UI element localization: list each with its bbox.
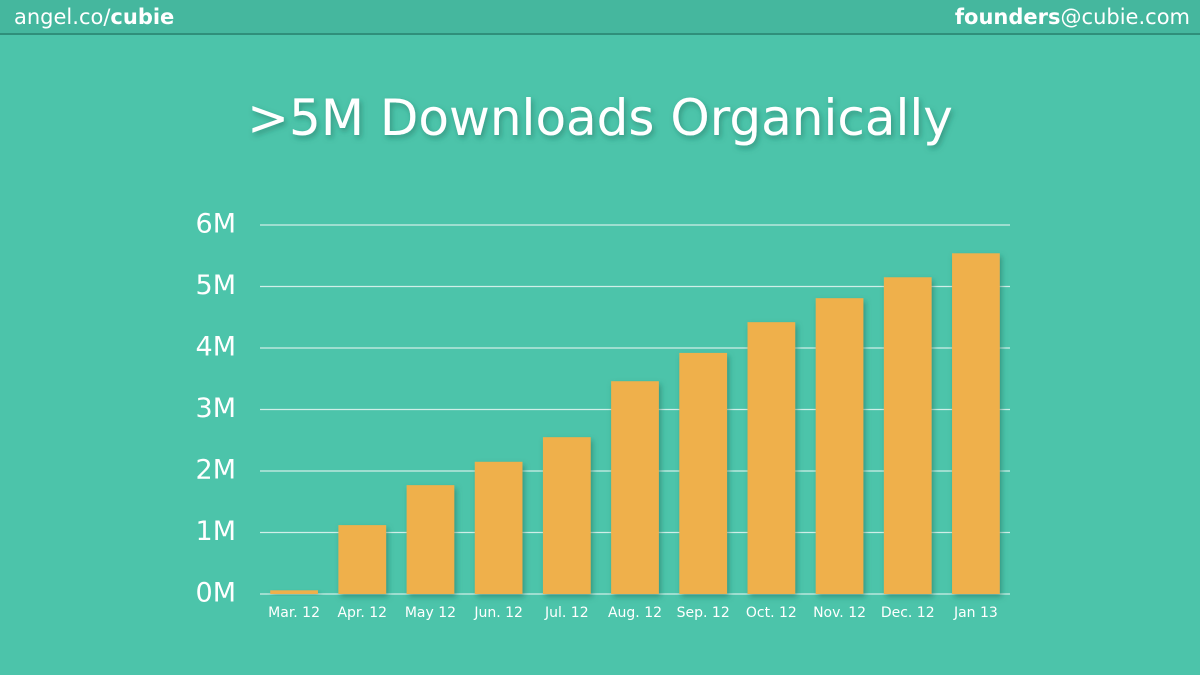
x-tick-label: Apr. 12 [337,605,387,621]
y-tick-label: 6M [196,209,236,240]
y-tick-label: 0M [196,578,236,609]
header-left-bold: cubie [110,5,174,29]
x-tick-label: Aug. 12 [608,605,662,621]
bar [338,525,387,594]
plot: 0M 1M 2M 3M 4M 5M 6M Mar. 12 Apr. 12 May 12 Jun. 1… [196,209,1010,621]
bar [815,298,864,594]
y-tick-label: 5M [196,270,236,301]
bar [883,277,932,594]
bar [952,253,1000,595]
chart-title: >5M Downloads Organically [247,89,953,147]
header-bar [0,0,1200,34]
y-tick-label: 1M [196,516,236,547]
bar [406,485,455,594]
bar [474,461,523,594]
bar [611,381,659,594]
x-tick-label: May 12 [405,605,456,621]
x-tick-label: Jan 13 [953,605,998,621]
y-tick-label: 4M [196,332,236,363]
y-tick-label: 3M [196,393,236,424]
x-tick-label: Dec. 12 [881,605,935,621]
header-right-plain: @cubie.com [1061,5,1190,29]
bar [542,437,591,594]
x-tick-label: Oct. 12 [746,605,797,621]
header-left: angel.co/cubie [14,5,174,29]
x-tick-label: Mar. 12 [268,605,320,621]
bar [747,322,796,594]
bar [679,352,728,594]
header-right-bold: founders [955,5,1061,29]
y-tick-label: 2M [196,455,236,486]
header-left-plain: angel.co/ [14,5,111,29]
x-tick-label: Nov. 12 [813,605,866,621]
bar [270,590,318,594]
x-tick-label: Jun. 12 [473,605,523,621]
x-tick-label: Jul. 12 [544,605,589,621]
x-tick-label: Sep. 12 [677,605,730,621]
header-right: founders@cubie.com [955,5,1190,29]
